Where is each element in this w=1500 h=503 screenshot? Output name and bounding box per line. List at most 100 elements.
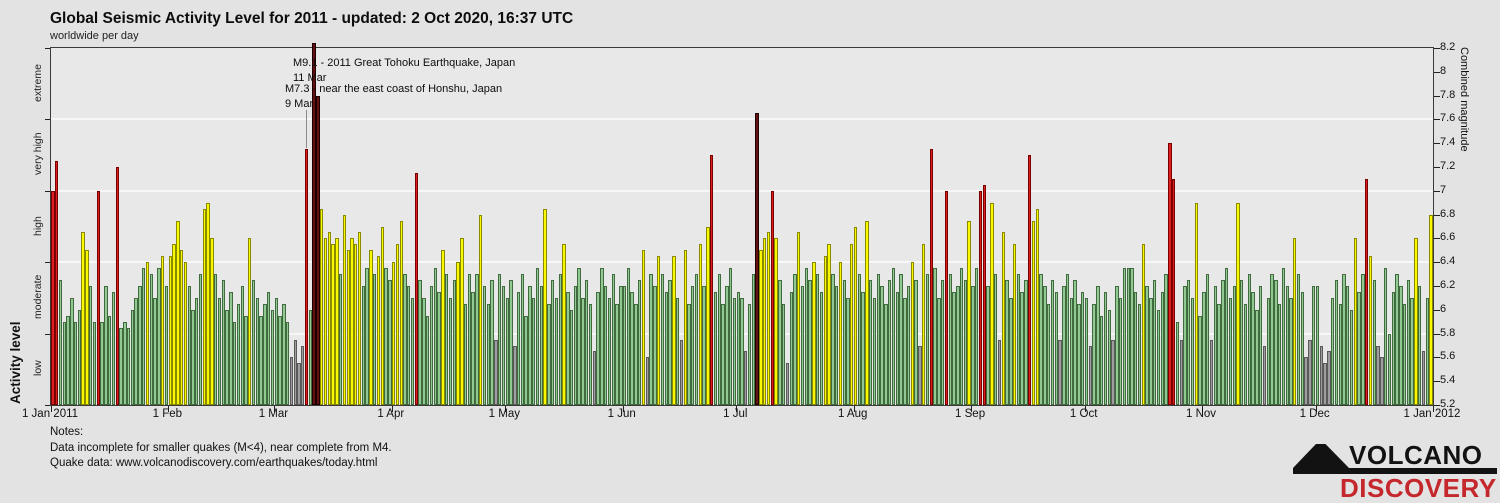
activity-bar-day-237 [944,190,949,405]
activity-bar-day-25 [142,268,146,405]
activity-bar-day-40 [198,274,203,405]
activity-bar-day-85 [369,250,373,405]
activity-bar-day-348 [1365,178,1369,405]
x-tick-label-1-Jun: 1 Jun [607,408,636,420]
activity-bar-day-16 [107,315,112,405]
activity-bar-day-181 [732,297,737,405]
activity-bar-day-62 [282,303,286,405]
activity-bar-day-199 [800,286,805,405]
activity-bar-day-243 [967,220,971,405]
activity-bar-day-193 [778,280,782,405]
x-tick-1-Jun [622,406,624,412]
activity-bar-day-262 [1039,274,1043,405]
activity-bar-day-349 [1368,256,1373,405]
left-tick-5.2 [45,405,50,406]
activity-bar-day-38 [191,309,195,405]
activity-bar-day-178 [721,303,725,405]
activity-bar-day-284 [1122,268,1127,405]
activity-bar-day-303 [1194,202,1199,405]
annotation-tohoku-date: 11 Mar [293,72,327,84]
activity-bar-day-250 [993,274,998,405]
activity-bar-day-296 [1168,143,1172,405]
right-tick-label-6: 6 [1440,302,1447,315]
x-tick-1-Jan-2012 [1433,406,1434,412]
x-tick-1-Aug [853,406,855,412]
activity-bar-day-275 [1088,345,1093,405]
activity-bar-day-353 [1383,268,1388,405]
activity-bar-day-252 [1001,232,1005,405]
activity-bar-day-56 [259,315,263,405]
activity-bar-day-263 [1043,286,1047,405]
activity-bar-day-238 [948,274,952,405]
activity-level-label-high: high [32,215,44,236]
activity-bar-day-158 [645,357,650,405]
activity-bar-day-281 [1111,339,1115,405]
x-tick-label-1-May: 1 May [488,408,521,420]
activity-bar-day-100 [426,315,430,405]
activity-bar-day-64 [289,357,294,405]
activity-bar-day-339 [1330,297,1335,405]
x-tick-label-1-Nov: 1 Nov [1186,408,1217,420]
activity-bar-day-153 [626,268,631,405]
activity-bar-day-98 [418,280,422,405]
logo-discovery-text: DISCOVERY [1340,473,1497,503]
activity-bar-day-185 [747,303,752,405]
activity-bar-day-119 [497,274,502,405]
activity-bar-day-322 [1266,297,1270,405]
activity-bar-day-168 [683,250,687,405]
activity-bar-day-323 [1270,274,1274,405]
activity-bar-day-225 [899,274,903,405]
activity-bar-day-80 [350,238,354,405]
activity-bar-day-282 [1115,286,1119,405]
activity-bar-day-142 [585,280,589,405]
activity-bar-day-305 [1202,291,1206,405]
activity-bar-day-7 [73,321,78,405]
x-tick-label-1-Aug: 1 Aug [837,408,868,420]
x-tick-1-Sep [971,406,973,412]
activity-bar-day-219 [876,274,880,405]
activity-bar-day-261 [1035,208,1040,405]
activity-bar-day-87 [376,256,381,405]
activity-bar-day-109 [460,238,464,405]
activity-level-label-low: low [32,360,44,377]
activity-bar-day-298 [1175,321,1180,405]
activity-bar-day-210 [842,280,846,405]
activity-bar-day-334 [1312,286,1316,405]
activity-bar-day-215 [861,291,865,405]
activity-bar-day-255 [1012,244,1017,405]
activity-bar-day-204 [819,291,824,405]
annotation-leader-line [306,110,307,148]
activity-bar-day-89 [384,268,388,405]
right-tick-8.2 [1434,48,1440,49]
activity-bar-day-283 [1118,297,1123,405]
activity-bar-day-319 [1255,309,1259,405]
activity-bar-day-338 [1327,351,1331,405]
activity-bar-day-277 [1096,286,1100,405]
activity-bar-day-118 [494,339,498,405]
activity-bar-day-200 [804,268,809,405]
activity-bar-day-103 [437,291,441,405]
activity-bar-day-11 [89,286,93,405]
right-tick-label-7.2: 7.2 [1440,160,1456,172]
activity-bar-day-342 [1342,274,1346,405]
activity-bar-day-149 [611,274,615,405]
activity-bar-day-77 [338,274,343,405]
activity-bar-day-270 [1069,297,1074,405]
right-tick-6.2 [1434,286,1440,287]
activity-bar-day-356 [1395,274,1399,405]
notes-heading: Notes: [50,426,84,438]
activity-bar-day-285 [1126,268,1130,405]
activity-bar-day-169 [687,303,691,405]
y-axis-left-title: Activity level [8,321,23,404]
activity-bar-day-107 [452,280,456,405]
activity-bar-day-271 [1073,280,1077,405]
activity-bar-day-192 [774,238,778,405]
activity-bar-day-363 [1421,351,1426,405]
activity-bar-day-336 [1319,345,1323,405]
activity-bar-day-8 [77,309,82,405]
activity-bar-day-90 [388,280,392,405]
right-tick-6.8 [1434,214,1440,216]
activity-bar-day-183 [740,297,744,405]
activity-bar-day-23 [134,297,138,405]
activity-level-label-very-high: very high [32,132,44,176]
